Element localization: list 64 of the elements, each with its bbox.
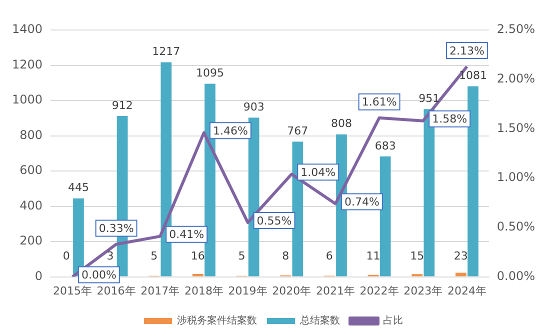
data-label: 3 xyxy=(106,250,114,263)
data-label: 2.13% xyxy=(449,44,484,58)
data-label: 16 xyxy=(190,250,205,263)
data-label: 1.58% xyxy=(432,112,468,126)
x-tick-label: 2024年 xyxy=(447,284,486,298)
x-tick-label: 2023年 xyxy=(404,284,443,298)
data-label: 23 xyxy=(454,250,468,263)
y2-tick-label: 1.50% xyxy=(496,120,536,135)
bar xyxy=(456,272,466,276)
legend-label: 总结案数 xyxy=(299,314,340,327)
data-label: 0.55% xyxy=(256,214,292,228)
y2-tick-label: 0.50% xyxy=(496,220,536,234)
legend-label: 涉税务案件结案数 xyxy=(177,314,257,327)
data-label: 8 xyxy=(282,250,290,263)
data-label: 808 xyxy=(330,117,352,130)
x-tick-label: 2016年 xyxy=(96,284,136,298)
data-label: 5 xyxy=(150,250,158,263)
data-label: 951 xyxy=(418,92,440,106)
y2-tick-label: 1.00% xyxy=(496,170,536,184)
data-label: 903 xyxy=(243,100,264,114)
data-label: 1217 xyxy=(152,45,180,58)
y-tick-label: 1400 xyxy=(12,22,43,36)
y-tick-label: 0 xyxy=(34,268,43,283)
data-label: 0.00% xyxy=(81,268,116,282)
data-label: 1.04% xyxy=(300,166,336,179)
x-tick-label: 2020年 xyxy=(272,284,312,298)
y-tick-label: 800 xyxy=(20,128,43,142)
y-tick-label: 200 xyxy=(20,234,43,248)
data-label: 15 xyxy=(410,250,424,263)
y-tick-label: 400 xyxy=(20,198,43,212)
x-tick-label: 2017年 xyxy=(140,284,180,298)
y2-tick-label: 2.00% xyxy=(496,71,536,86)
data-label: 0.41% xyxy=(169,228,204,242)
data-label: 6 xyxy=(326,250,333,263)
x-tick-label: 2015年 xyxy=(52,284,92,298)
y2-tick-label: 0.00% xyxy=(496,268,536,283)
y2-tick-label: 2.50% xyxy=(496,22,536,36)
bar xyxy=(73,198,84,276)
x-tick-label: 2022年 xyxy=(360,284,399,298)
data-label: 0.74% xyxy=(344,196,380,209)
bar xyxy=(192,274,204,276)
legend-label: 占比 xyxy=(383,314,403,327)
data-label: 11 xyxy=(366,250,380,263)
y-tick-label: 600 xyxy=(20,163,43,178)
data-label: 912 xyxy=(112,98,133,112)
data-label: 683 xyxy=(374,139,396,152)
bar xyxy=(424,109,435,276)
data-label: 1095 xyxy=(196,66,224,80)
data-label: 5 xyxy=(238,250,246,263)
y-tick-label: 1000 xyxy=(12,92,43,107)
x-tick-label: 2019年 xyxy=(228,284,268,298)
bar xyxy=(204,84,216,276)
bar xyxy=(468,86,478,276)
data-label: 0.33% xyxy=(98,222,134,236)
data-label: 767 xyxy=(287,124,308,138)
data-label: 445 xyxy=(68,181,89,194)
bar xyxy=(380,156,391,276)
data-label: 1.46% xyxy=(212,124,248,138)
x-tick-label: 2021年 xyxy=(316,284,355,298)
data-label: 1.61% xyxy=(362,96,397,109)
data-label: 1081 xyxy=(458,69,487,82)
x-tick-label: 2018年 xyxy=(184,284,224,298)
data-label: 0 xyxy=(62,250,70,263)
y-tick-label: 1200 xyxy=(12,57,43,72)
